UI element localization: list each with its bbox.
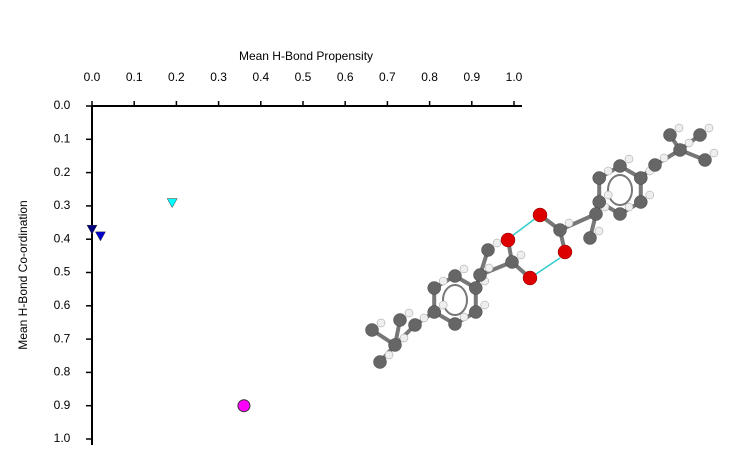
ring-inner xyxy=(607,174,633,206)
h-atom xyxy=(438,276,448,286)
h-atom xyxy=(492,238,502,248)
o-atom xyxy=(532,207,548,223)
c-atom xyxy=(648,158,662,172)
x-tick-label: 0.9 xyxy=(463,70,480,84)
y-tick-label: 0.5 xyxy=(54,265,71,279)
c-atom xyxy=(583,231,597,245)
o-atom xyxy=(500,232,516,248)
c-atom xyxy=(553,223,567,237)
x-tick-label: 0.5 xyxy=(295,70,312,84)
y-tick-label: 0.3 xyxy=(54,198,71,212)
point xyxy=(95,231,106,242)
h-atom xyxy=(709,148,719,158)
y-tick-label: 0.7 xyxy=(54,331,71,345)
c-atom xyxy=(448,269,462,283)
c-atom xyxy=(408,318,422,332)
c-atom xyxy=(693,128,707,142)
h-atom xyxy=(594,226,604,236)
x-tick-label: 0.4 xyxy=(252,70,269,84)
h-atom xyxy=(603,166,613,176)
c-atom xyxy=(469,305,483,319)
h-atom xyxy=(484,263,494,273)
h-atom xyxy=(376,318,386,328)
x-tick-label: 0.0 xyxy=(84,70,101,84)
ring-inner xyxy=(442,284,468,316)
y-tick-label: 0.0 xyxy=(54,98,71,112)
h-atom xyxy=(645,190,655,200)
h-atom xyxy=(384,350,394,360)
h-atom xyxy=(480,300,490,310)
y-tick-label: 0.9 xyxy=(54,398,71,412)
o-atom xyxy=(557,244,573,260)
c-atom xyxy=(589,207,603,221)
c-atom xyxy=(427,305,441,319)
h-atom xyxy=(459,312,469,322)
x-tick-label: 0.6 xyxy=(337,70,354,84)
molecule-image xyxy=(365,123,719,369)
y-tick-label: 0.1 xyxy=(54,131,71,145)
c-atom xyxy=(427,281,441,295)
x-tick-label: 0.2 xyxy=(168,70,185,84)
c-atom xyxy=(698,153,712,167)
c-atom xyxy=(469,281,483,295)
c-atom xyxy=(448,317,462,331)
c-atom xyxy=(673,143,687,157)
h-atom xyxy=(438,300,448,310)
h-atom xyxy=(404,308,414,318)
y-tick-label: 0.2 xyxy=(54,165,71,179)
y-tick-label: 1.0 xyxy=(54,431,71,445)
h-atom xyxy=(659,153,669,163)
y-tick-label: 0.6 xyxy=(54,298,71,312)
c-atom xyxy=(634,195,648,209)
c-atom xyxy=(663,128,677,142)
x-tick-label: 0.7 xyxy=(379,70,396,84)
y-tick-label: 0.8 xyxy=(54,365,71,379)
c-atom xyxy=(481,243,495,257)
o-atom xyxy=(522,270,538,286)
h-atom xyxy=(624,202,634,212)
point xyxy=(86,224,98,235)
c-atom xyxy=(613,159,627,173)
h-atom xyxy=(704,123,714,133)
x-tick-label: 0.8 xyxy=(421,70,438,84)
x-tick-label: 0.1 xyxy=(126,70,143,84)
c-atom xyxy=(613,207,627,221)
h-atom xyxy=(459,264,469,274)
y-tick-label: 0.4 xyxy=(54,231,71,245)
x-axis-title: Mean H-Bond Propensity xyxy=(239,49,373,63)
h-atom xyxy=(624,154,634,164)
x-tick-label: 0.3 xyxy=(210,70,227,84)
c-atom xyxy=(393,313,407,327)
h-atom xyxy=(399,333,409,343)
c-atom xyxy=(592,195,606,209)
c-atom xyxy=(388,338,402,352)
c-atom xyxy=(634,171,648,185)
y-axis-title: Mean H-Bond Co-ordination xyxy=(16,200,30,349)
h-atom xyxy=(564,218,574,228)
c-atom xyxy=(592,171,606,185)
c-atom xyxy=(373,355,387,369)
c-atom xyxy=(505,255,519,269)
point xyxy=(237,399,251,413)
c-atom xyxy=(473,268,487,282)
h-atom xyxy=(419,313,429,323)
h-atom xyxy=(516,250,526,260)
h-atom xyxy=(684,138,694,148)
h-atom xyxy=(674,123,684,133)
x-tick-label: 1.0 xyxy=(506,70,523,84)
h-atom xyxy=(603,190,613,200)
point xyxy=(166,198,178,209)
c-atom xyxy=(365,323,379,337)
